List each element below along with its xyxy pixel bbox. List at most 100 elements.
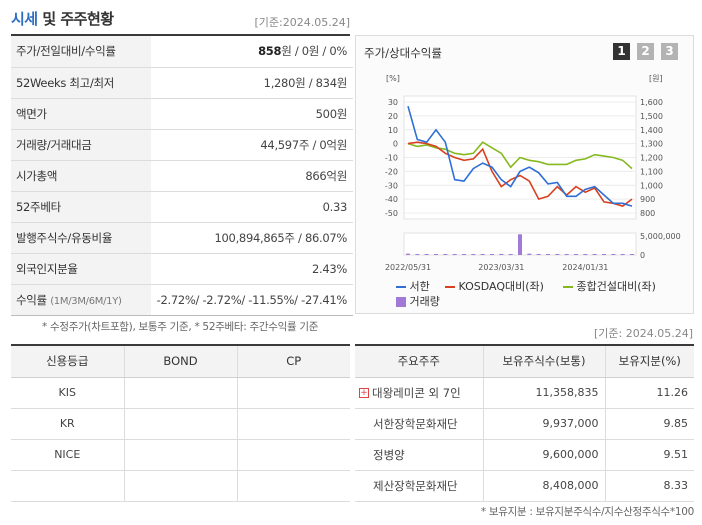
chart-page-1-button[interactable]: 1 <box>613 43 630 60</box>
credit-header-cp: CP <box>236 346 350 378</box>
credit-agency <box>11 470 124 502</box>
volume-bar <box>406 253 410 255</box>
right-tick-label: 800 <box>640 209 655 218</box>
price-row-value: 866억원 <box>151 160 353 192</box>
price-chart: [%] [원] 30 20 10 0 -10 -20 -30 -40 -50 1,600 1,500 1,… <box>385 74 681 272</box>
volume-bar <box>462 254 466 255</box>
left-tick-label: 20 <box>388 112 398 121</box>
holder-shares: 8,408,000 <box>482 470 605 502</box>
left-tick-label: -10 <box>385 154 398 163</box>
returns-label-text: 수익률 <box>16 292 47 307</box>
table-row: 정병양 9,600,000 9.51 <box>355 439 694 471</box>
volume-bar <box>434 254 438 255</box>
left-tick-label: -40 <box>385 195 398 204</box>
right-tick-label: 1,000 <box>640 181 663 190</box>
x-tick-label: 2024/01/31 <box>562 263 608 272</box>
legend-label-seohan: 서한 <box>409 280 430 293</box>
price-row-value: 858원 / 0원 / 0% <box>151 36 353 68</box>
price-row-label: 52주베타 <box>11 191 151 223</box>
holder-pct: 11.26 <box>604 377 694 409</box>
legend-item-volume: 거래량 <box>396 293 440 309</box>
section-title-rest: 및 주주현황 <box>37 10 114 28</box>
price-row-label: 거래량/거래대금 <box>11 129 151 161</box>
left-tick-label: -50 <box>385 209 398 218</box>
price-row-label: 52Weeks 최고/최저 <box>11 67 151 99</box>
holder-shares: 9,600,000 <box>482 439 605 471</box>
legend-box-volume <box>396 297 406 307</box>
legend-item-seohan: 서한 <box>396 278 430 294</box>
volume-bar <box>499 253 504 255</box>
price-row-value: 100,894,865주 / 86.07% <box>151 222 353 254</box>
holders-header-shares: 보유주식수(보통) <box>482 346 605 378</box>
expand-plus-icon[interactable]: + <box>359 388 369 398</box>
price-row: 52Weeks 최고/최저 1,280원 / 834원 <box>11 67 353 99</box>
holder-name: 대왕레미콘 외 7인 <box>372 385 461 400</box>
price-row-value: 1,280원 / 834원 <box>151 67 353 99</box>
chart-page-3-button[interactable]: 3 <box>661 43 678 60</box>
price-row: 거래량/거래대금 44,597주 / 0억원 <box>11 129 353 161</box>
legend-label-kosdaq: KOSDAQ대비(좌) <box>458 280 544 293</box>
holder-name-cell: 정병양 <box>355 439 483 471</box>
holders-note: * 보유지분 : 보유지분주식수/지수산정주식수*100 <box>480 506 694 518</box>
right-tick-label: 1,300 <box>640 140 663 149</box>
x-tick-label: 2023/03/31 <box>478 263 524 272</box>
holder-shares: 11,358,835 <box>482 377 605 409</box>
price-row-label: 외국인지분율 <box>11 253 151 285</box>
bond-rating <box>123 470 237 502</box>
left-tick-label: 30 <box>388 98 398 107</box>
bond-rating <box>123 439 237 471</box>
cp-rating <box>236 377 350 409</box>
cp-rating <box>236 408 350 440</box>
volume-bar <box>574 254 578 255</box>
legend-line-seohan <box>396 286 406 288</box>
price-row-label: 발행주식수/유동비율 <box>11 222 151 254</box>
right-tick-label: 1,500 <box>640 112 663 121</box>
holder-name-cell: + 대왕레미콘 외 7인 <box>355 377 483 409</box>
volume-bar <box>508 254 513 255</box>
right-tick-label: 1,400 <box>640 126 663 135</box>
holder-shares: 9,937,000 <box>482 408 605 440</box>
cp-rating <box>236 470 350 502</box>
table-row: 서한장학문화재단 9,937,000 9.85 <box>355 408 694 440</box>
volume-bar <box>546 254 550 255</box>
volume-bar <box>611 254 616 255</box>
price-row: 시가총액 866억원 <box>11 160 353 192</box>
price-row: 52주베타 0.33 <box>11 191 353 223</box>
returns-periods: (1M/3M/6M/1Y) <box>50 295 122 307</box>
legend-line-kosdaq <box>445 286 455 288</box>
volume-bar <box>555 254 560 255</box>
volume-tick-label: 0 <box>640 251 645 260</box>
price-row-value: 500원 <box>151 98 353 130</box>
series-line-2 <box>407 141 633 170</box>
holders-table-rule <box>355 344 694 346</box>
legend-label-construction: 종합건설대비(좌) <box>576 280 656 293</box>
cp-rating <box>236 439 350 471</box>
holder-name: 서한장학문화재단 <box>373 416 458 431</box>
bond-rating <box>123 408 237 440</box>
bond-rating <box>123 377 237 409</box>
volume-bar <box>583 254 588 255</box>
legend-item-kosdaq: KOSDAQ대비(좌) <box>445 278 544 294</box>
holders-header-pct: 보유지분(%) <box>604 346 694 378</box>
holders-header-name: 주요주주 <box>355 346 483 378</box>
price-row-value: 2.43% <box>151 253 353 285</box>
volume-bar <box>443 254 448 255</box>
credit-header-bond: BOND <box>123 346 237 378</box>
series-line-1 <box>407 141 633 207</box>
credit-table-rule <box>11 344 350 346</box>
volume-bar <box>490 254 494 255</box>
chart-page-2-button[interactable]: 2 <box>637 43 654 60</box>
price-row-label: 주가/전일대비/수익률 <box>11 36 151 68</box>
price-note: * 수정주가(차트포함), 보통주 기준, * 52주베타: 주간수익률 기준 <box>42 321 319 333</box>
right-tick-label: 1,200 <box>640 154 663 163</box>
price-row-label: 시가총액 <box>11 160 151 192</box>
holder-name-cell: 제산장학문화재단 <box>355 470 483 502</box>
credit-agency: KIS <box>11 377 124 409</box>
table-row <box>11 470 350 502</box>
volume-bar <box>564 254 569 255</box>
right-reference-date: [기준: 2024.05.24] <box>593 327 693 340</box>
price-row: 액면가 500원 <box>11 98 353 130</box>
holder-pct: 8.33 <box>604 470 694 502</box>
volume-tick-label: 5,000,000 <box>640 232 681 241</box>
legend-label-volume: 거래량 <box>409 295 440 308</box>
